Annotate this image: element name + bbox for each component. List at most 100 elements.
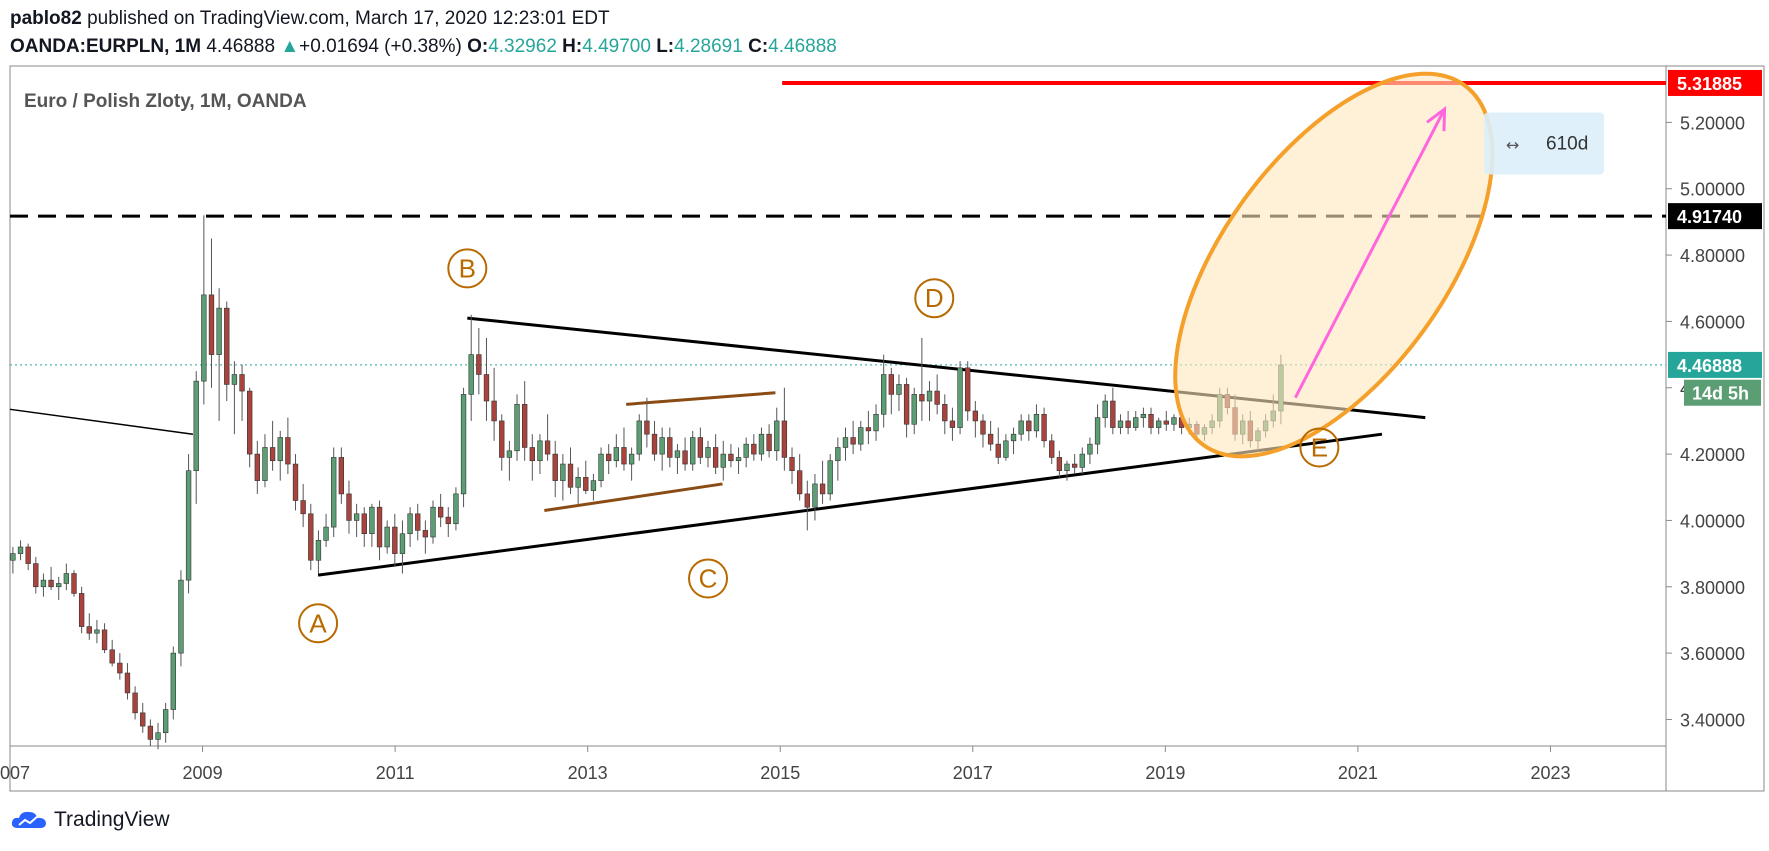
candle-body (277, 437, 283, 462)
candle-body (827, 460, 833, 495)
candle-body (751, 443, 757, 455)
candle-body (728, 453, 734, 462)
low-label: L: (656, 36, 675, 57)
symbol-line: OANDA:EURPLN, 1M 4.46888 ▲+0.01694 (+0.3… (10, 36, 837, 58)
low-value: 4.28691 (674, 36, 743, 57)
candle-body (674, 450, 681, 458)
candle-body (942, 404, 948, 422)
candle-body (308, 513, 314, 561)
time-tick-label: 2023 (1530, 763, 1570, 783)
footer-brand-text: TradingView (54, 808, 170, 831)
candle-body (1079, 453, 1085, 468)
candle-body (659, 437, 665, 455)
candle-body (109, 649, 115, 664)
candle-body (224, 307, 230, 385)
candle-body (170, 652, 176, 710)
price-label-box (1668, 351, 1762, 378)
candle-body (651, 433, 658, 455)
candle-body (774, 420, 780, 452)
candle-body (987, 433, 994, 445)
candle-body (697, 437, 704, 458)
range-badge-icon: ↔ (1506, 135, 1519, 154)
price-label-box (1684, 379, 1761, 406)
candle-body (529, 447, 535, 462)
wave-label-B: B (459, 253, 476, 283)
candle-body (384, 526, 390, 548)
candle-body (430, 506, 436, 538)
candle-body (644, 420, 650, 435)
candle-body (789, 457, 795, 471)
price-tick-label: 4.60000 (1680, 312, 1745, 332)
candle-body (338, 457, 345, 495)
wave-label-circle-C (688, 558, 729, 599)
candle-body (1018, 420, 1024, 435)
candle-body (17, 546, 24, 554)
high-label: H: (562, 36, 583, 57)
candle-body (506, 450, 513, 458)
candle-body (812, 483, 818, 508)
candle-body (1049, 440, 1055, 458)
time-tick-label: 2017 (953, 763, 993, 783)
candle-body (957, 367, 963, 428)
candles-layer (10, 215, 1284, 750)
candle-body (193, 380, 199, 471)
candle-body (117, 662, 123, 674)
candle-body (567, 463, 574, 488)
candle-body (124, 672, 131, 694)
price-change: +0.01694 (+0.38%) (299, 36, 462, 57)
candle-body (353, 513, 360, 521)
candle-body (1163, 420, 1169, 425)
candle-body (911, 394, 917, 425)
candle-body (1064, 463, 1070, 471)
candle-body (865, 427, 872, 432)
wave-label-circle-A (298, 603, 339, 644)
candle-body (896, 384, 902, 395)
candle-body (682, 450, 688, 465)
overlay-layer: ↔ 610d A B C D E (298, 71, 1604, 644)
candle-body (1056, 457, 1063, 471)
candle-body (522, 404, 528, 448)
trendline-channel-upper (626, 391, 776, 406)
candle-body (101, 629, 108, 651)
candle-body (835, 447, 841, 462)
candle-body (499, 420, 505, 458)
candle-body (247, 390, 253, 455)
candle-body (346, 493, 352, 521)
candle-body (613, 447, 619, 462)
candle-body (483, 374, 490, 402)
time-tick-label: 2019 (1145, 763, 1185, 783)
candle-body (735, 457, 742, 462)
candle-body (537, 440, 543, 462)
candle-body (1010, 433, 1017, 442)
candle-body (919, 394, 925, 402)
price-label-text: 5.31885 (1677, 74, 1742, 94)
candle-body (850, 437, 856, 445)
candle-body (873, 413, 879, 432)
candle-body (842, 437, 849, 448)
candle-body (369, 506, 375, 535)
price-tick-label: 4.20000 (1680, 445, 1745, 465)
candle-body (208, 294, 215, 355)
price-tick-label: 3.40000 (1680, 710, 1745, 730)
candle-body (437, 506, 444, 518)
time-tick-label: 2021 (1338, 763, 1378, 783)
candle-body (712, 447, 719, 468)
chart-title: Euro / Polish Zloty, 1M, OANDA (24, 91, 307, 112)
candle-body (1110, 400, 1116, 428)
price-label-text: 4.91740 (1677, 207, 1742, 227)
candle-body (147, 725, 154, 740)
open-label: O: (467, 36, 489, 57)
footer-brand[interactable]: TradingView (10, 808, 170, 832)
candle-body (965, 367, 971, 412)
candle-body (453, 493, 459, 525)
candle-body (934, 390, 940, 405)
candle-body (1155, 420, 1162, 428)
close-label: C: (748, 36, 769, 57)
price-tick-label: 4.00000 (1680, 511, 1745, 531)
trendline-triangle-lower (317, 432, 1383, 577)
candle-body (1041, 413, 1047, 442)
wave-label-D: D (925, 283, 944, 313)
author-name[interactable]: pablo82 (10, 8, 82, 29)
candle-body (560, 463, 566, 481)
